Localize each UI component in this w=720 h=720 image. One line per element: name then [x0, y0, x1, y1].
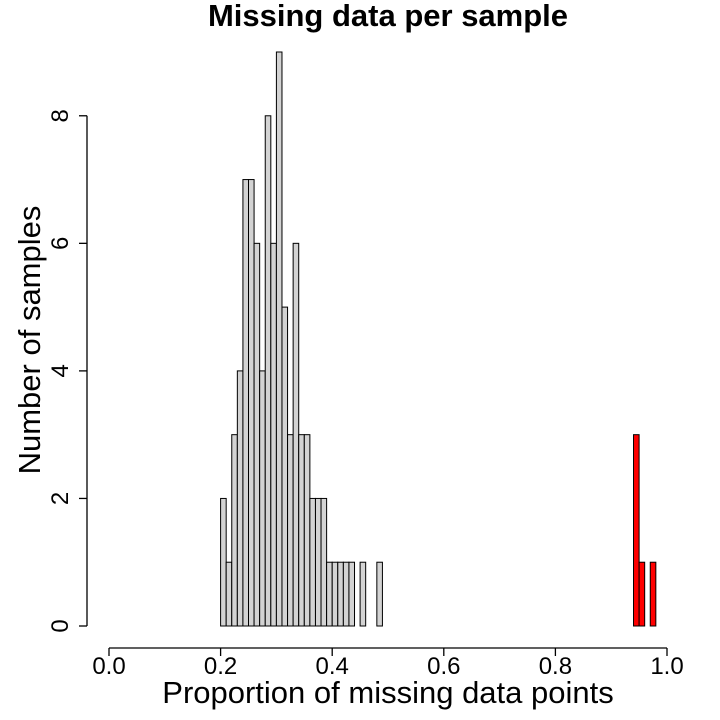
y-axis-label: Number of samples [12, 206, 47, 475]
histogram-bar [348, 561, 356, 627]
histogram-bar [270, 242, 277, 627]
histogram-bar [225, 561, 233, 627]
histogram-bar [264, 115, 272, 627]
histogram-bar [253, 242, 261, 627]
histogram-bar [236, 370, 244, 627]
histogram-bar [337, 561, 344, 627]
x-axis-label: Proportion of missing data points [162, 675, 613, 710]
x-tick-label: 0.6 [427, 653, 460, 680]
histogram-bar [359, 561, 367, 627]
y-axis-ticks: 0 2 4 6 8 [47, 109, 87, 633]
histogram-bar [298, 434, 305, 627]
histogram-bar [633, 434, 640, 627]
histogram-bar [342, 561, 350, 627]
y-tick-label: 8 [47, 109, 74, 122]
histogram-bar [281, 306, 289, 627]
histogram-bar [248, 179, 255, 627]
histogram-bar [231, 434, 238, 627]
histogram-bar [331, 561, 339, 627]
x-tick-label: 0.8 [539, 653, 572, 680]
histogram-bar [320, 497, 328, 627]
histogram-bar [287, 434, 294, 627]
histogram-bar [309, 497, 316, 627]
bars-group [220, 51, 657, 627]
histogram-bar [259, 370, 266, 627]
histogram-bar [275, 51, 283, 627]
x-tick-label: 0.4 [316, 653, 349, 680]
x-axis-ticks: 0.0 0.2 0.4 0.6 0.8 1.0 [92, 648, 684, 680]
histogram-bar [376, 561, 383, 627]
chart-title: Missing data per sample [208, 0, 568, 33]
x-tick-label: 1.0 [650, 653, 683, 680]
y-tick-label: 6 [47, 237, 74, 250]
histogram-bar [314, 497, 322, 627]
histogram-bar [220, 497, 227, 627]
y-tick-label: 2 [47, 492, 74, 505]
histogram-bar [638, 561, 646, 627]
histogram-bar [326, 561, 333, 627]
histogram-bar [292, 242, 300, 627]
y-tick-label: 0 [47, 619, 74, 632]
histogram-bar [649, 561, 657, 627]
x-tick-label: 0.2 [204, 653, 237, 680]
histogram-bar [242, 179, 249, 627]
x-tick-label: 0.0 [92, 653, 125, 680]
histogram-bar [303, 434, 311, 627]
y-tick-label: 4 [47, 364, 74, 377]
